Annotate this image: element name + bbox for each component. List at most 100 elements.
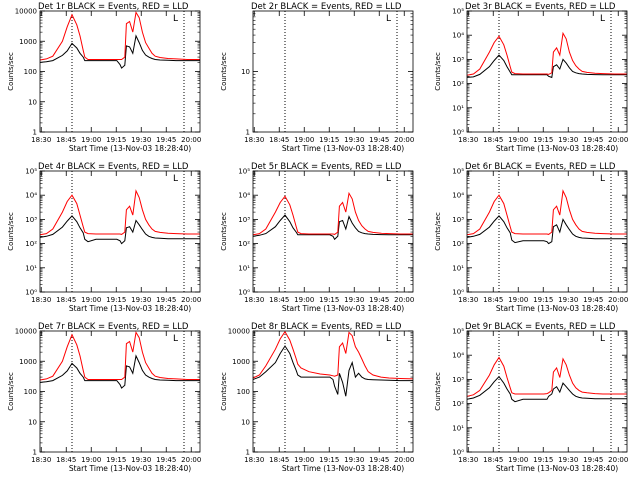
- plot-frame: [252, 170, 414, 293]
- x-tick-label: 19:45: [583, 136, 603, 144]
- panel-title: Det 5r BLACK = Events, RED = LLD: [251, 162, 402, 172]
- x-tick-label: 18:30: [31, 296, 51, 304]
- y-tick-label: 10³: [452, 56, 464, 64]
- y-tick-label: 10⁵: [452, 168, 464, 176]
- x-tick-label: 19:15: [533, 136, 553, 144]
- y-axis-label: Counts/sec: [434, 372, 442, 411]
- x-tick-label: 19:00: [81, 456, 101, 464]
- x-tick-label: 19:15: [319, 296, 339, 304]
- x-tick-label: 19:15: [533, 296, 553, 304]
- series-line-lld: [252, 330, 414, 380]
- panel-det-2r: Det 2r BLACK = Events, RED = LLD 1 10 18:30…: [220, 2, 414, 153]
- y-tick-label: 1000: [19, 358, 37, 366]
- series-line-events: [466, 375, 627, 403]
- panel-title: Det 7r BLACK = Events, RED = LLD: [38, 322, 189, 332]
- x-tick-label: 18:30: [244, 456, 264, 464]
- plot-frame: [252, 10, 414, 133]
- series-line-events: [466, 215, 627, 245]
- panel-det-6r: Det 6r BLACK = Events, RED = LLD 10⁰ 10¹ 10…: [434, 162, 628, 313]
- y-tick-label: 1: [246, 449, 250, 457]
- panel-title: Det 1r BLACK = Events, RED = LLD: [38, 2, 189, 12]
- y-tick-label: 10³: [452, 376, 464, 384]
- panel-title: Det 9r BLACK = Events, RED = LLD: [465, 322, 616, 332]
- x-tick-label: 19:30: [344, 456, 364, 464]
- y-axis-label: Counts/sec: [434, 52, 442, 91]
- x-tick-label: 19:00: [508, 456, 528, 464]
- x-tick-label: 19:00: [294, 136, 314, 144]
- panel-det-8r: Det 8r BLACK = Events, RED = LLD 1 10 100 10…: [220, 322, 414, 473]
- x-tick-label: 19:00: [81, 296, 101, 304]
- series-line-events: [39, 34, 200, 69]
- x-tick-label: 19:45: [369, 136, 389, 144]
- x-tick-label: 18:45: [269, 456, 289, 464]
- series-line-events: [466, 54, 627, 79]
- x-tick-label: 18:30: [31, 136, 51, 144]
- y-tick-label: 10⁴: [452, 192, 464, 200]
- series-line-events: [252, 345, 413, 397]
- y-tick-label: 10²: [452, 80, 464, 88]
- y-tick-label: 10000: [15, 8, 37, 16]
- x-tick-label: 19:30: [131, 456, 151, 464]
- x-tick-label: 19:45: [369, 296, 389, 304]
- y-tick-label: 100: [24, 68, 37, 76]
- y-tick-label: 1: [33, 129, 37, 137]
- y-tick-label: 10⁵: [452, 8, 464, 16]
- panel-det-1r: Det 1r BLACK = Events, RED = LLD 1 10 100 10…: [7, 2, 201, 153]
- y-tick-label: 10²: [25, 240, 37, 248]
- x-tick-label: 18:30: [458, 296, 478, 304]
- x-tick-label: 18:45: [269, 296, 289, 304]
- x-tick-label: 19:30: [131, 296, 151, 304]
- y-axis-label: Counts/sec: [220, 212, 228, 251]
- x-tick-label: 19:45: [156, 136, 176, 144]
- legend-marker: L: [600, 14, 605, 24]
- x-tick-label: 20:00: [181, 456, 201, 464]
- x-axis-label: Start Time (13-Nov-03 18:28:40): [69, 144, 191, 153]
- x-axis-label: Start Time (13-Nov-03 18:28:40): [282, 464, 404, 473]
- panel-title: Det 8r BLACK = Events, RED = LLD: [251, 322, 402, 332]
- x-tick-label: 20:00: [181, 136, 201, 144]
- x-tick-label: 19:45: [156, 456, 176, 464]
- y-axis-label: Counts/sec: [7, 212, 15, 251]
- legend-marker: L: [386, 174, 391, 184]
- x-tick-label: 18:45: [483, 456, 503, 464]
- y-tick-label: 10³: [238, 216, 250, 224]
- x-tick-label: 19:45: [583, 296, 603, 304]
- x-tick-label: 18:45: [56, 296, 76, 304]
- panel-det-4r: Det 4r BLACK = Events, RED = LLD 10⁰ 10¹ 10…: [7, 162, 201, 313]
- y-tick-label: 10⁰: [452, 289, 464, 297]
- plot-frame: [39, 170, 201, 293]
- x-axis-label: Start Time (13-Nov-03 18:28:40): [496, 144, 618, 153]
- series-line-lld: [466, 31, 627, 76]
- x-axis-label: Start Time (13-Nov-03 18:28:40): [69, 464, 191, 473]
- x-tick-label: 19:30: [344, 296, 364, 304]
- x-tick-label: 18:30: [458, 456, 478, 464]
- x-tick-label: 20:00: [181, 296, 201, 304]
- x-tick-label: 19:00: [508, 296, 528, 304]
- plot-frame: [39, 10, 201, 133]
- x-tick-label: 20:00: [608, 456, 628, 464]
- y-tick-label: 10⁰: [452, 129, 464, 137]
- y-tick-label: 10: [241, 68, 250, 76]
- y-tick-label: 10³: [25, 216, 37, 224]
- x-tick-label: 19:00: [508, 136, 528, 144]
- y-tick-label: 1000: [19, 38, 37, 46]
- x-axis-label: Start Time (13-Nov-03 18:28:40): [496, 464, 618, 473]
- plot-frame: [466, 170, 628, 293]
- x-tick-label: 19:30: [558, 456, 578, 464]
- x-tick-label: 20:00: [394, 456, 414, 464]
- x-axis-label: Start Time (13-Nov-03 18:28:40): [69, 304, 191, 313]
- legend-marker: L: [173, 174, 178, 184]
- x-axis-label: Start Time (13-Nov-03 18:28:40): [282, 144, 404, 153]
- panel-det-7r: Det 7r BLACK = Events, RED = LLD 1 10 100 10…: [7, 322, 201, 473]
- panel-title: Det 2r BLACK = Events, RED = LLD: [251, 2, 402, 12]
- panel-title: Det 4r BLACK = Events, RED = LLD: [38, 162, 189, 172]
- plot-frame: [466, 10, 628, 133]
- y-tick-label: 10¹: [25, 264, 37, 272]
- x-axis-label: Start Time (13-Nov-03 18:28:40): [496, 304, 618, 313]
- series-line-events: [252, 214, 413, 241]
- y-tick-label: 10¹: [452, 424, 464, 432]
- x-tick-label: 19:45: [583, 456, 603, 464]
- panel-det-9r: Det 9r BLACK = Events, RED = LLD 10⁰ 10¹ 10…: [434, 322, 628, 473]
